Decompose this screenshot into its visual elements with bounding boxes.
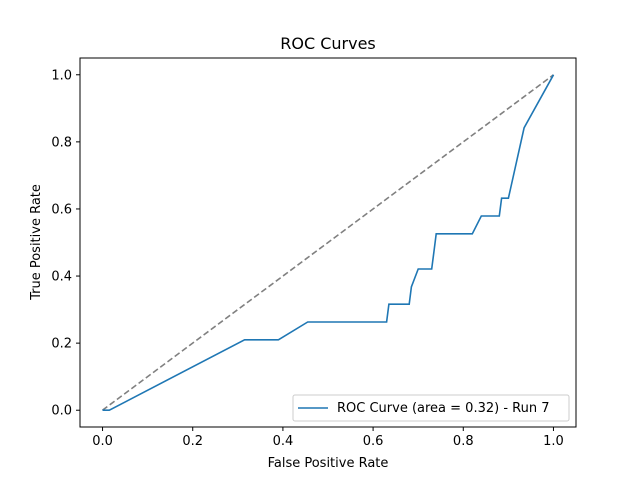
y-tick-label: 0.0 xyxy=(51,404,72,419)
legend-label: ROC Curve (area = 0.32) - Run 7 xyxy=(337,401,549,416)
y-tick-label: 0.4 xyxy=(51,270,72,285)
y-tick-label: 0.2 xyxy=(51,337,72,352)
chart-title: ROC Curves xyxy=(280,34,376,53)
x-axis-label: False Positive Rate xyxy=(268,456,389,471)
x-tick-label: 0.8 xyxy=(453,434,474,449)
x-tick-label: 0.4 xyxy=(273,434,294,449)
y-tick-label: 0.8 xyxy=(51,135,72,150)
x-tick-label: 0.0 xyxy=(92,434,113,449)
plot-frame xyxy=(79,57,577,428)
chance-diagonal-line xyxy=(102,74,554,411)
legend-box xyxy=(292,394,570,422)
y-tick-label: 0.6 xyxy=(51,202,72,217)
x-tick-label: 0.6 xyxy=(363,434,384,449)
x-tick-label: 0.2 xyxy=(182,434,203,449)
roc-curve-line xyxy=(102,74,555,412)
legend: ROC Curve (area = 0.32) - Run 7 xyxy=(292,394,570,422)
y-tick-label: 1.0 xyxy=(51,68,72,83)
y-axis-label: True Positive Rate xyxy=(29,184,44,301)
plot-area xyxy=(102,74,555,412)
x-tick-label: 1.0 xyxy=(543,434,564,449)
axis-ticks: 0.0 0.2 0.4 0.6 0.8 1.0 0.0 0.2 0.4 0.6 0.8 1.0 xyxy=(51,68,563,449)
